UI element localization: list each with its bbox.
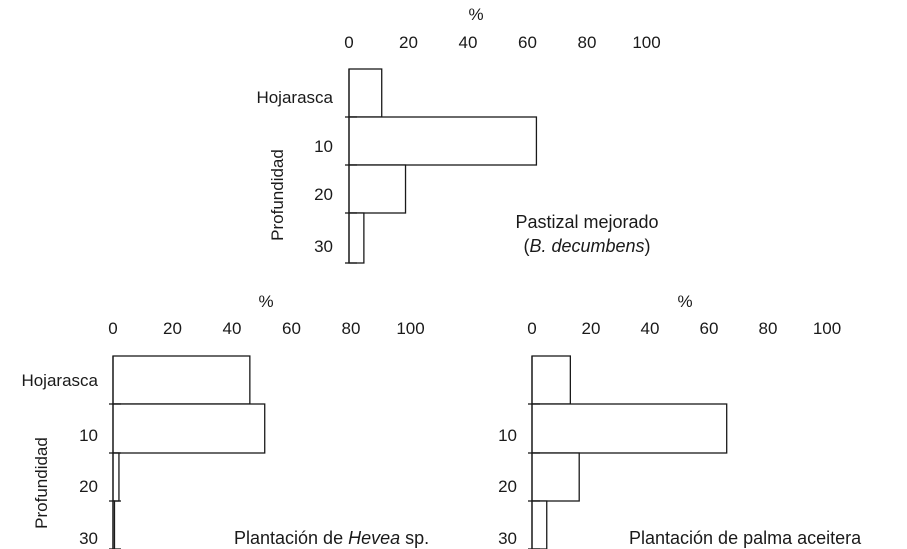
panel-1-x-tick-label: 20 — [399, 33, 418, 52]
panel-2-category-label: 30 — [79, 529, 98, 548]
panel-1-x-tick-label: 80 — [578, 33, 597, 52]
panel-1-y-axis-label: Profundidad — [268, 149, 287, 241]
panel-3-caption: Plantación de palma aceitera — [629, 528, 862, 548]
panel-1-bar — [348, 212, 365, 264]
panel-3-bar — [531, 452, 580, 502]
panel-2-bar — [112, 355, 251, 405]
panel-1-unit-label: % — [468, 5, 483, 24]
panel-2-category-label: 20 — [79, 477, 98, 496]
panel-3-x-tick-label: 100 — [813, 319, 841, 338]
panel-3-x-tick-label: 40 — [641, 319, 660, 338]
panel-2-x-tick-label: 60 — [282, 319, 301, 338]
panel-2-category-label: 10 — [79, 426, 98, 445]
panel-1-caption-segment: Pastizal mejorado — [515, 212, 658, 232]
panel-2-unit-label: % — [258, 292, 273, 311]
panel-1-caption: Pastizal mejorado — [515, 212, 658, 232]
panel-3-x-tick-label: 0 — [527, 319, 536, 338]
panel-2-category-label: Hojarasca — [21, 371, 98, 390]
panel-3-bar — [531, 355, 571, 405]
panel-2-caption-segment: sp. — [400, 528, 429, 548]
panel-2-x-tick-label: 100 — [396, 319, 424, 338]
panel-1-x-tick-label: 100 — [632, 33, 660, 52]
panel-1-caption-segment: ) — [645, 236, 651, 256]
panel-3-bar — [531, 403, 728, 454]
panel-2-x-tick-label: 80 — [342, 319, 361, 338]
panel-2-y-axis-label: Profundidad — [32, 437, 51, 529]
panel-1-category-label: Hojarasca — [256, 88, 333, 107]
panel-1-x-tick-label: 60 — [518, 33, 537, 52]
panel-3-x-tick-label: 20 — [582, 319, 601, 338]
panel-1-x-tick-label: 40 — [459, 33, 478, 52]
panel-3-x-tick-label: 80 — [759, 319, 778, 338]
panel-3-category-label: 20 — [498, 477, 517, 496]
panel-2-caption-segment: Plantación de — [234, 528, 348, 548]
panel-2-bar — [112, 452, 120, 502]
panel-2-caption: Plantación de Hevea sp. — [234, 528, 429, 548]
panel-3-category-label: 30 — [498, 529, 517, 548]
panel-2-bar — [112, 403, 266, 454]
panel-2-caption-segment: Hevea — [348, 528, 400, 548]
panel-1-x-tick-label: 0 — [344, 33, 353, 52]
panel-3-caption-segment: Plantación de palma aceitera — [629, 528, 862, 548]
panel-1-bar — [348, 68, 383, 118]
panel-1-bar — [348, 116, 538, 166]
panel-1-category-label: 10 — [314, 137, 333, 156]
panel-2-x-tick-label: 40 — [223, 319, 242, 338]
panel-1-category-label: 20 — [314, 185, 333, 204]
panel-1-caption-segment: ( — [523, 236, 529, 256]
panel-2-x-tick-label: 0 — [108, 319, 117, 338]
panel-3-category-label: 10 — [498, 426, 517, 445]
panel-1-bar — [348, 164, 407, 214]
panel-1-caption: (B. decumbens) — [523, 236, 650, 256]
panel-1-category-label: 30 — [314, 237, 333, 256]
panel-3-bar — [531, 500, 548, 549]
panel-2-x-tick-label: 20 — [163, 319, 182, 338]
panel-3-unit-label: % — [677, 292, 692, 311]
panel-3-x-tick-label: 60 — [700, 319, 719, 338]
panel-1-caption-segment: B. decumbens — [529, 236, 644, 256]
